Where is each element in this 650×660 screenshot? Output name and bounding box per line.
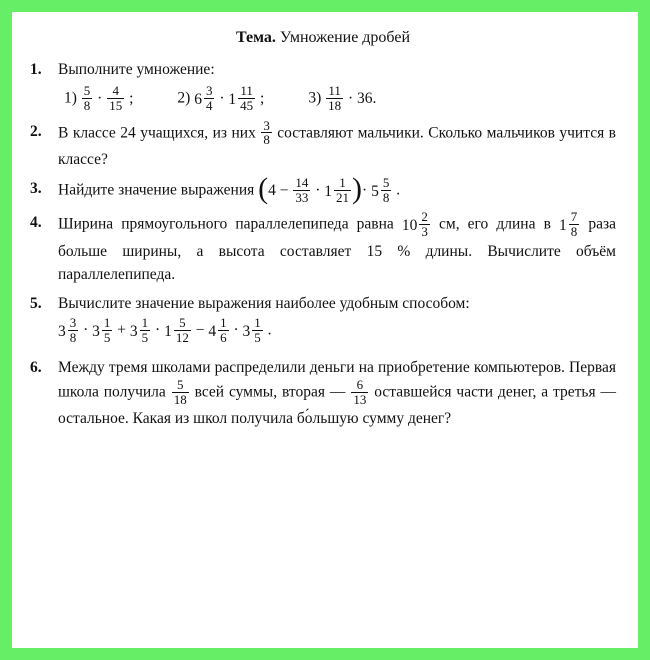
problem-number: 2.: [30, 120, 58, 172]
problem-number: 4.: [30, 211, 58, 286]
problem-body: Найдите значение выражения (4 − 1433 · 1…: [58, 177, 616, 205]
problem-body: Ширина прямоугольного параллелепипеда ра…: [58, 211, 616, 286]
problem-6: 6. Между тремя школами распределили день…: [30, 356, 616, 431]
title: Тема. Умножение дробей: [30, 26, 616, 50]
subpart-2: 2) 634 · 11145 ;: [177, 85, 264, 113]
title-label: Тема.: [236, 29, 276, 46]
subpart-3: 3) 1118 · 36.: [308, 85, 376, 113]
problem-body: Между тремя школами распределили деньги …: [58, 356, 616, 431]
problem-intro: Выполните умножение:: [58, 61, 215, 78]
problem-body: Вычислите значение выражения наиболее уд…: [58, 292, 616, 315]
problem-2: 2. В классе 24 учащихся, из них 38 соста…: [30, 120, 616, 172]
subparts: 1) 58 · 415 ; 2) 634 · 11145 ; 3) 1118 ·…: [64, 85, 616, 113]
problem-1: 1. Выполните умножение: 1) 58 · 415 ; 2)…: [30, 58, 616, 114]
problem-5: 5. Вычислите значение выражения наиболее…: [30, 292, 616, 315]
problem-body: В классе 24 учащихся, из них 38 составля…: [58, 120, 616, 172]
green-border-frame: Тема. Умножение дробей 1. Выполните умно…: [0, 0, 650, 660]
worksheet-page: Тема. Умножение дробей 1. Выполните умно…: [12, 12, 638, 648]
problem-number: 5.: [30, 292, 58, 315]
problem-4: 4. Ширина прямоугольного параллелепипеда…: [30, 211, 616, 286]
problem-number: 3.: [30, 177, 58, 205]
problem-3: 3. Найдите значение выражения (4 − 1433 …: [30, 177, 616, 205]
subpart-1: 1) 58 · 415 ;: [64, 85, 133, 113]
problem-intro: Вычислите значение выражения наиболее уд…: [58, 295, 470, 312]
problem-number: 6.: [30, 356, 58, 431]
title-text: Умножение дробей: [280, 29, 410, 46]
problem-number: 1.: [30, 58, 58, 114]
problem-5-expression: 338 · 315 + 315 · 1512 − 416 · 315 .: [58, 317, 616, 345]
problem-body: Выполните умножение: 1) 58 · 415 ; 2) 63…: [58, 58, 616, 114]
